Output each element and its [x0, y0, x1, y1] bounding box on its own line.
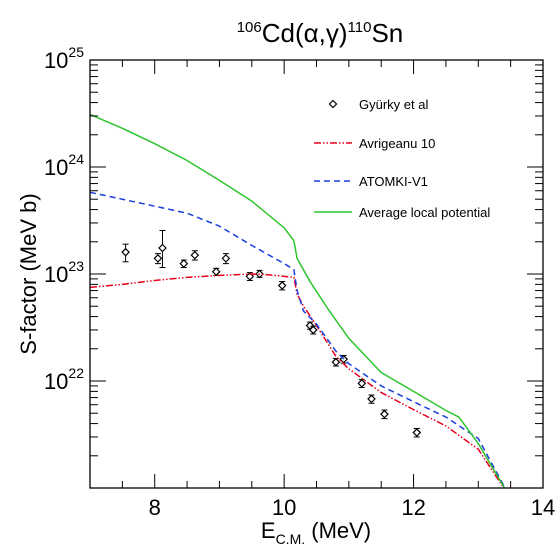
y-tick-label: 1024: [44, 151, 84, 180]
plot-frame: [89, 59, 544, 489]
data-point: [277, 281, 287, 291]
data-point: [211, 267, 221, 277]
x-tick-label: 12: [401, 495, 425, 520]
point-marker: [277, 281, 287, 290]
series-layer: [90, 113, 506, 488]
data-point: [121, 243, 130, 263]
point-marker: [331, 357, 341, 367]
point-marker: [221, 254, 231, 263]
point-marker: [380, 409, 389, 419]
legend-label: Gyürky et al: [359, 97, 428, 112]
point-marker: [121, 247, 130, 257]
point-marker: [357, 379, 367, 388]
chart-title: 106Cd(α,γ)110Sn: [237, 18, 404, 48]
point-marker: [190, 250, 200, 260]
data-point: [380, 409, 389, 420]
legend-label: ATOMKI-V1: [359, 174, 428, 189]
x-tick-label: 14: [531, 495, 555, 520]
title-b: Sn: [371, 18, 403, 48]
y-axis-label: S-factor (MeV b): [16, 193, 41, 354]
y-tick-label: 1023: [44, 258, 84, 287]
x-axis-label-main: E: [261, 518, 276, 543]
point-marker: [367, 394, 376, 404]
legend-label: Avrigeanu 10: [359, 136, 435, 151]
legend-entry: Average local potential: [314, 205, 490, 220]
data-point: [331, 357, 341, 367]
x-axis-label-sub: C.M.: [276, 531, 306, 547]
data-point: [412, 427, 422, 438]
data-point: [153, 253, 163, 265]
legend: Gyürky et al Avrigeanu 10 ATOMKI-V1 Average…: [314, 97, 490, 220]
point-marker: [158, 243, 167, 253]
y-tick-label: 1022: [44, 365, 84, 394]
data-point: [221, 253, 231, 265]
data-point: [158, 230, 167, 269]
legend-label: Average local potential: [359, 205, 490, 220]
point-marker: [412, 428, 422, 437]
point-marker: [153, 254, 163, 263]
data-point: [357, 379, 367, 388]
point-marker: [308, 325, 318, 335]
title-a: Cd(α,γ): [262, 18, 348, 48]
axis-layer: 8 10 12 14 1022 1023 1024 1025: [44, 44, 555, 520]
y-tick-label: 1025: [44, 44, 84, 73]
data-point: [179, 259, 189, 269]
series-line-1: [90, 273, 505, 488]
series-line-3: [90, 113, 506, 488]
x-axis-label: EC.M. (MeV): [261, 518, 371, 547]
x-tick-label: 10: [272, 495, 296, 520]
point-marker: [211, 267, 221, 277]
legend-swatch: [328, 99, 338, 109]
title-sup: 110: [348, 19, 372, 36]
legend-entry: Avrigeanu 10: [314, 136, 435, 151]
data-point: [190, 250, 200, 261]
x-axis-label-unit: (MeV): [305, 518, 371, 543]
legend-entry: Gyürky et al: [328, 97, 428, 112]
data-point: [367, 394, 376, 404]
x-tick-label: 8: [149, 495, 161, 520]
series-line-2: [90, 191, 506, 488]
title-pre: 106: [237, 19, 262, 36]
data-point: [308, 325, 318, 335]
legend-entry: ATOMKI-V1: [314, 174, 428, 189]
point-marker: [179, 259, 189, 268]
